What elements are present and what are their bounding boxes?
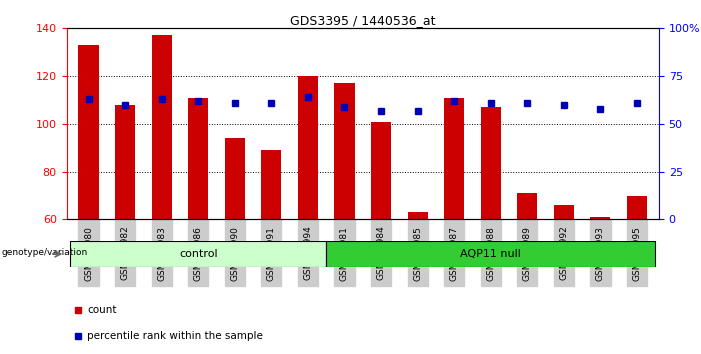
Text: count: count xyxy=(87,305,116,315)
Title: GDS3395 / 1440536_at: GDS3395 / 1440536_at xyxy=(290,14,435,27)
Bar xyxy=(627,195,647,219)
Bar xyxy=(517,193,538,219)
Bar xyxy=(261,150,281,219)
Text: control: control xyxy=(179,249,217,259)
Text: genotype/variation: genotype/variation xyxy=(1,248,88,257)
Bar xyxy=(334,83,355,219)
Bar xyxy=(554,205,574,219)
Text: AQP11 null: AQP11 null xyxy=(461,249,521,259)
Bar xyxy=(79,45,99,219)
Bar xyxy=(298,76,318,219)
Bar xyxy=(70,241,326,267)
Text: percentile rank within the sample: percentile rank within the sample xyxy=(87,331,263,341)
Bar xyxy=(407,212,428,219)
Bar xyxy=(188,98,208,219)
Bar xyxy=(444,98,464,219)
Bar xyxy=(481,107,501,219)
Bar xyxy=(326,241,655,267)
Bar xyxy=(225,138,245,219)
Bar xyxy=(371,121,391,219)
Bar xyxy=(590,217,611,219)
Bar xyxy=(151,35,172,219)
Bar xyxy=(115,105,135,219)
